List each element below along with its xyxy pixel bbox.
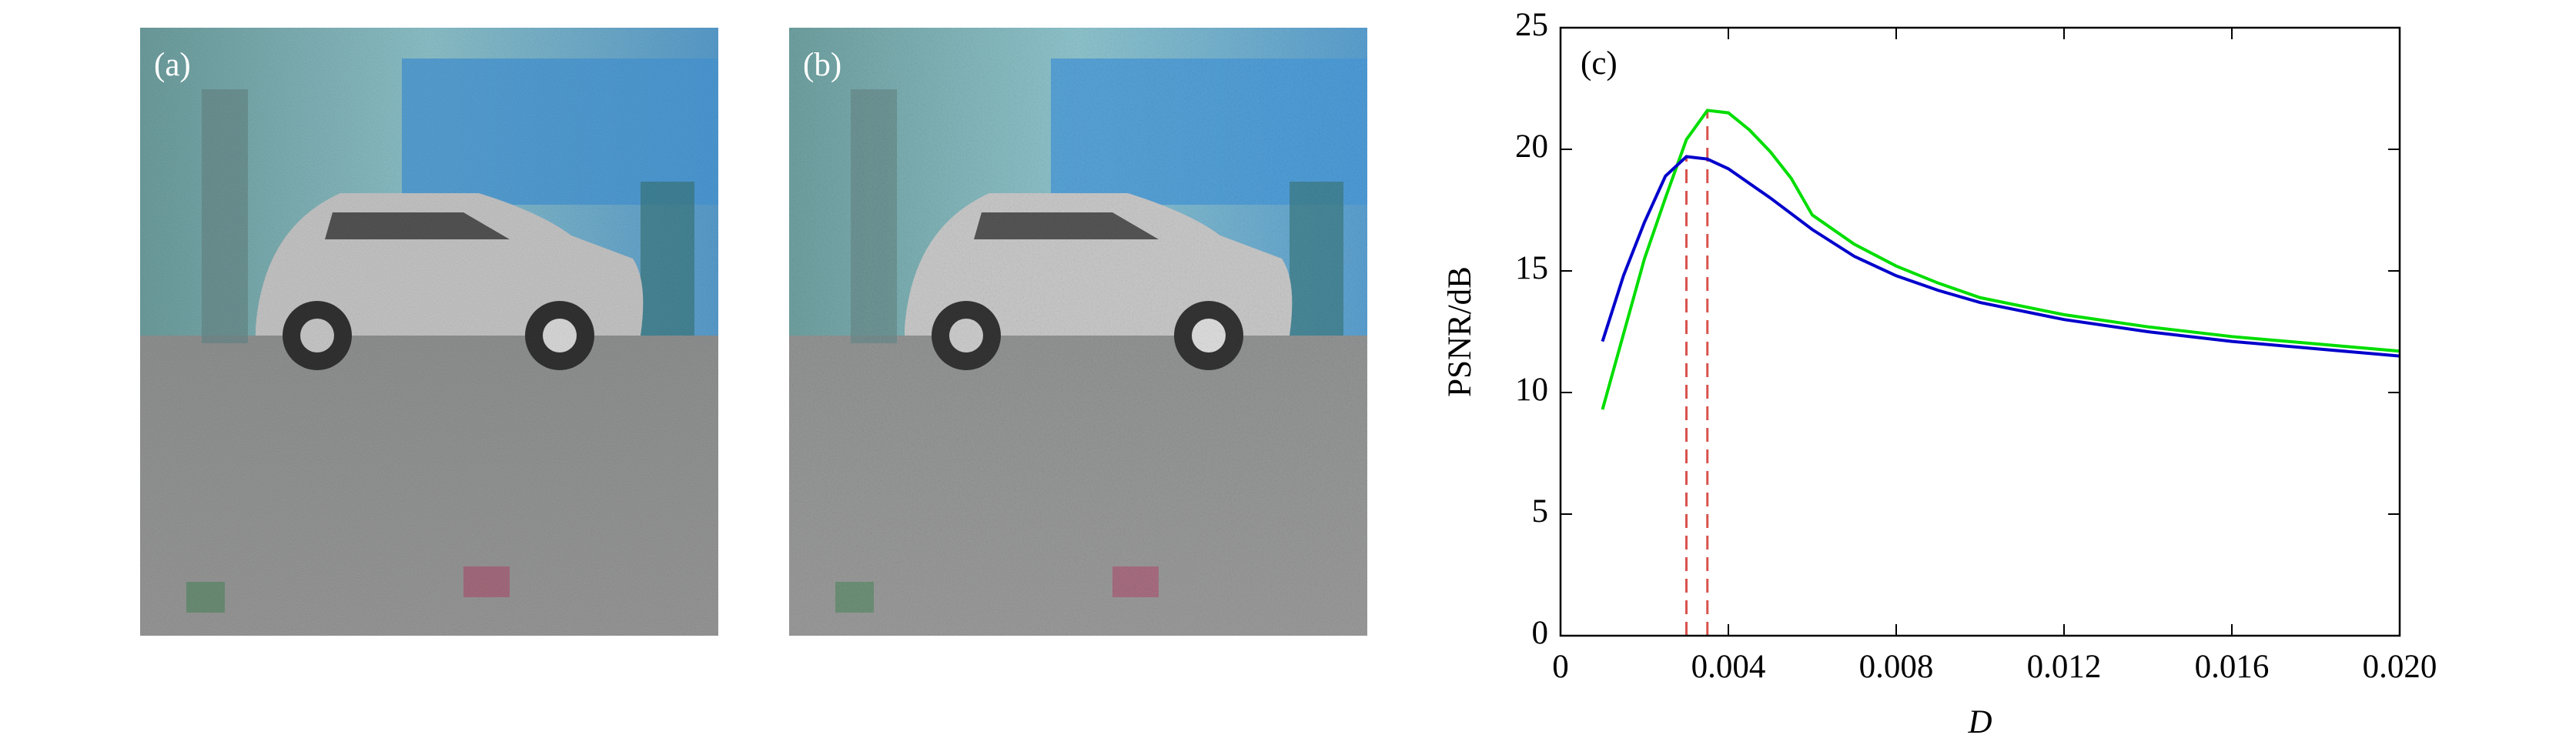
y-axis-label: PSNR/dB — [1442, 266, 1478, 397]
series-line — [1601, 109, 2400, 410]
x-tick-label: 0.012 — [2027, 649, 2102, 685]
x-axis-label: D — [1967, 704, 1992, 740]
x-tick-label: 0.020 — [2363, 649, 2437, 685]
x-tick-label: 0.016 — [2195, 649, 2270, 685]
x-tick-label: 0 — [1552, 649, 1569, 685]
chart: 0 5 10 15 20 25 0 0.004 0.008 0.012 0.016 0.020 (c) D… — [1442, 7, 2437, 740]
plot-frame — [1559, 26, 2401, 637]
panel-label: (b) — [803, 47, 841, 83]
y-tick-label: 25 — [1515, 7, 1548, 43]
image-b: (b) — [789, 28, 1367, 636]
y-tick-label: 5 — [1532, 493, 1549, 530]
x-tick-label: 0.004 — [1691, 649, 1766, 685]
annotation: (c) — [1581, 45, 1618, 82]
y-tick-label: 20 — [1515, 129, 1548, 165]
series-line — [1601, 155, 2400, 358]
y-tick-label: 15 — [1515, 250, 1548, 286]
x-tick-label: 0.008 — [1859, 649, 1934, 685]
y-tick-label: 10 — [1515, 372, 1548, 408]
image-a: (a) — [140, 28, 718, 636]
panel-label: (a) — [154, 47, 191, 83]
y-tick-label: 0 — [1532, 615, 1549, 651]
